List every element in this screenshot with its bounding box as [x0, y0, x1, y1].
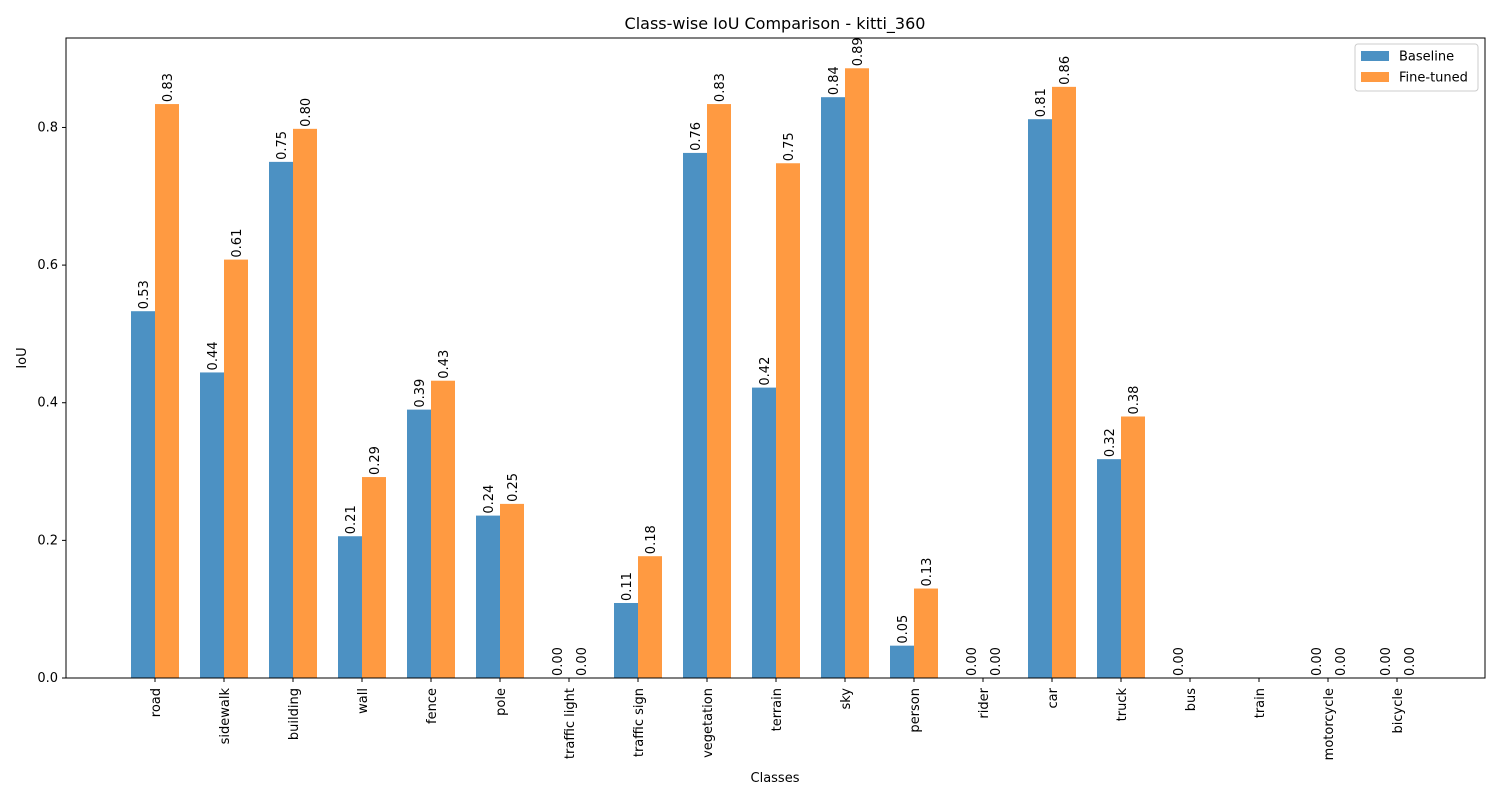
data-label: 0.39	[413, 379, 428, 408]
bar-baseline-road	[131, 311, 155, 678]
data-label: 0.83	[713, 73, 728, 102]
y-tick-label: 0.8	[37, 120, 58, 135]
data-label: 0.75	[782, 132, 797, 161]
x-tick-label: motorcycle	[1322, 688, 1337, 760]
bar-fine-tuned-road	[155, 104, 179, 678]
bar-baseline-sky	[821, 97, 845, 678]
x-tick-label: vegetation	[701, 688, 716, 758]
x-tick-label: truck	[1115, 688, 1130, 722]
bar-baseline-terrain	[752, 387, 776, 678]
x-tick-label: terrain	[770, 688, 785, 731]
x-tick-label: train	[1253, 688, 1268, 718]
data-label: 0.00	[965, 647, 980, 676]
data-label: 0.05	[896, 615, 911, 644]
x-tick-label: car	[1046, 687, 1061, 708]
data-label: 0.11	[620, 572, 635, 601]
bar-fine-tuned-sidewalk	[224, 259, 248, 678]
data-label: 0.89	[851, 37, 866, 66]
legend-label: Fine-tuned	[1399, 71, 1468, 86]
data-label: 0.00	[1403, 647, 1418, 676]
data-label: 0.44	[206, 341, 221, 370]
data-label: 0.25	[506, 473, 521, 502]
bar-fine-tuned-person	[914, 588, 938, 678]
data-label: 0.61	[230, 229, 245, 258]
bar-fine-tuned-vegetation	[707, 104, 731, 678]
bar-baseline-sidewalk	[200, 372, 224, 678]
data-label: 0.81	[1034, 88, 1049, 117]
y-tick-label: 0.4	[37, 396, 58, 411]
legend-swatch	[1361, 51, 1389, 61]
x-tick-label: bicycle	[1391, 688, 1406, 733]
data-label: 0.21	[344, 505, 359, 534]
bar-baseline-wall	[338, 536, 362, 678]
x-tick-label: road	[149, 688, 164, 717]
data-label: 0.84	[827, 66, 842, 95]
x-tick-label: building	[287, 688, 302, 740]
x-axis-label: Classes	[751, 771, 800, 786]
x-tick-label: person	[908, 688, 923, 733]
y-tick-label: 0.2	[37, 533, 58, 548]
bar-baseline-vegetation	[683, 152, 707, 678]
data-label: 0.00	[575, 647, 590, 676]
bar-fine-tuned-sky	[845, 68, 869, 679]
x-tick-label: rider	[977, 687, 992, 718]
data-label: 0.80	[299, 98, 314, 127]
x-tick-label: sky	[839, 688, 854, 710]
bar-fine-tuned-truck	[1121, 416, 1145, 678]
x-tick-label: sidewalk	[218, 688, 233, 745]
bar-fine-tuned-terrain	[776, 163, 800, 678]
data-label: 0.00	[989, 647, 1004, 676]
data-label: 0.29	[368, 446, 383, 475]
bar-baseline-person	[890, 645, 914, 678]
data-label: 0.75	[275, 131, 290, 160]
bar-baseline-traffic-sign	[614, 602, 638, 678]
x-tick-label: wall	[356, 688, 371, 714]
data-label: 0.00	[1379, 647, 1394, 676]
plot-area: 0.53 0.44 0.75 0.21 0.39 0.24 0.00 0.11 0.76 0.42…	[37, 37, 1486, 760]
data-label: 0.18	[644, 525, 659, 554]
data-label: 0.83	[161, 73, 176, 102]
data-label: 0.86	[1058, 56, 1073, 85]
legend: Baseline Fine-tuned	[1354, 43, 1479, 92]
bar-fine-tuned-pole	[500, 503, 524, 678]
x-tick-label: fence	[425, 688, 440, 724]
bar-fine-tuned-car	[1052, 86, 1076, 678]
legend-label: Baseline	[1399, 50, 1454, 65]
data-label: 0.13	[920, 558, 935, 587]
data-label: 0.42	[758, 357, 773, 386]
bar-baseline-fence	[407, 409, 431, 678]
x-tick-label: traffic sign	[632, 688, 647, 757]
legend-swatch	[1361, 72, 1389, 82]
x-tick-label: bus	[1184, 688, 1199, 711]
data-label: 0.43	[437, 350, 452, 379]
bar-fine-tuned-building	[293, 128, 317, 678]
bar-fine-tuned-wall	[362, 477, 386, 678]
data-label: 0.53	[137, 280, 152, 309]
bar-baseline-pole	[476, 515, 500, 678]
chart-title: Class-wise IoU Comparison - kitti_360	[625, 14, 926, 34]
data-label: 0.00	[1310, 647, 1325, 676]
bar-fine-tuned-fence	[431, 380, 455, 678]
bar-fine-tuned-traffic-sign	[638, 556, 662, 678]
data-label: 0.32	[1103, 428, 1118, 457]
x-tick-label: pole	[494, 688, 509, 716]
x-tick-label: traffic light	[563, 688, 578, 759]
bar-baseline-building	[269, 161, 293, 678]
data-label: 0.00	[551, 647, 566, 676]
data-label: 0.38	[1127, 386, 1142, 415]
y-tick-label: 0.0	[37, 671, 58, 686]
data-label: 0.00	[1334, 647, 1349, 676]
bar-baseline-car	[1028, 119, 1052, 679]
y-tick-label: 0.6	[37, 258, 58, 273]
data-label: 0.76	[689, 122, 704, 151]
data-label: 0.00	[1172, 647, 1187, 676]
y-axis-label: IoU	[15, 347, 30, 368]
bar-baseline-truck	[1097, 459, 1121, 678]
data-label: 0.24	[482, 485, 497, 514]
